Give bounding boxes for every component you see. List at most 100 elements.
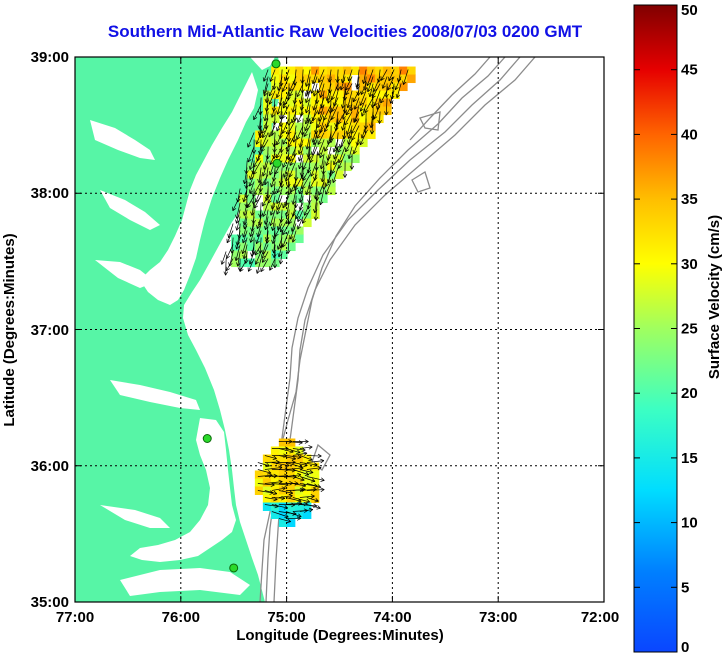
velocity-arrow-head: [292, 456, 296, 460]
colorbar-tick-label: 25: [681, 321, 698, 338]
velocity-arrow: [305, 111, 311, 125]
velocity-cell: [286, 502, 296, 511]
velocity-cell: [255, 170, 264, 180]
velocity-cell: [399, 66, 408, 76]
velocity-arrow-head: [317, 90, 322, 94]
velocity-cell: [343, 138, 352, 148]
velocity-arrow-head: [268, 200, 272, 204]
velocity-arrow-head: [258, 249, 261, 254]
velocity-arrow-head: [264, 196, 267, 201]
velocity-arrow: [271, 487, 286, 491]
velocity-arrow: [249, 174, 255, 187]
velocity-arrow-head: [298, 164, 300, 170]
velocity-cell: [303, 98, 312, 108]
station-marker: [202, 434, 212, 443]
velocity-arrow-head: [292, 81, 295, 86]
velocity-arrow-head: [311, 90, 315, 94]
velocity-arrow: [296, 83, 304, 97]
velocity-arrow-head: [325, 123, 327, 129]
velocity-arrow: [282, 230, 290, 248]
velocity-arrow: [301, 97, 304, 111]
velocity-arrow: [348, 125, 353, 139]
velocity-arrow-head: [279, 218, 282, 223]
velocity-cell: [254, 478, 264, 487]
velocity-arrow: [363, 69, 367, 84]
velocity-arrow-head: [325, 162, 330, 166]
delaware-bay: [250, 57, 275, 70]
velocity-arrow: [282, 76, 290, 92]
velocity-arrow: [360, 97, 367, 112]
velocity-arrow-head: [324, 148, 329, 152]
velocity-cell: [231, 234, 240, 244]
velocity-arrow: [271, 462, 290, 467]
velocity-cell: [279, 146, 288, 156]
velocity-arrow-head: [282, 232, 287, 236]
colorbar-tick-label: 5: [681, 579, 689, 596]
velocity-cell: [286, 486, 296, 495]
velocity-arrow: [306, 181, 311, 195]
velocity-arrow: [271, 497, 285, 499]
velocity-arrow: [299, 153, 304, 170]
velocity-arrow: [278, 490, 293, 494]
velocity-arrow-head: [245, 260, 249, 264]
velocity-arrow-head: [293, 204, 297, 209]
velocity-arrow: [272, 216, 276, 231]
velocity-cell: [327, 138, 336, 148]
velocity-arrow-head: [297, 150, 300, 155]
velocity-arrow-head: [351, 137, 356, 141]
velocity-arrow-head: [261, 130, 266, 134]
velocity-cell: [247, 178, 256, 188]
velocity-arrow: [258, 167, 262, 183]
velocity-arrow-head: [270, 183, 272, 188]
velocity-arrow: [298, 146, 304, 162]
velocity-arrow-head: [273, 499, 278, 502]
velocity-arrow-head: [256, 224, 258, 229]
velocity-arrow: [285, 511, 302, 518]
velocity-arrow-head: [390, 100, 394, 104]
velocity-arrow-head: [262, 77, 265, 82]
velocity-arrow-head: [293, 138, 297, 143]
velocity-cell: [319, 106, 328, 116]
velocity-arrow-head: [271, 249, 274, 254]
velocity-arrow-head: [301, 485, 306, 488]
y-tick-label: 38:00: [31, 185, 69, 202]
velocity-cell: [295, 138, 304, 148]
velocity-arrow-head: [276, 110, 278, 115]
velocity-arrow: [318, 181, 325, 196]
velocity-cell: [287, 74, 296, 84]
velocity-arrow: [261, 118, 269, 134]
velocity-arrow-head: [309, 159, 314, 163]
velocity-arrow-head: [257, 178, 260, 183]
velocity-arrow-head: [344, 122, 349, 126]
velocity-arrow: [264, 481, 283, 484]
velocity-arrow-head: [264, 107, 267, 112]
velocity-arrow: [261, 244, 269, 259]
velocity-arrow: [242, 230, 248, 244]
velocity-arrow-head: [291, 460, 296, 463]
velocity-arrow: [333, 146, 339, 160]
velocity-arrow-head: [327, 78, 330, 83]
velocity-arrow-head: [312, 92, 315, 97]
velocity-arrow-head: [270, 113, 273, 118]
velocity-arrow-head: [337, 86, 341, 91]
velocity-arrow-head: [275, 199, 278, 204]
velocity-cell: [303, 178, 312, 188]
velocity-arrow: [263, 83, 269, 97]
velocity-arrow: [251, 202, 255, 216]
velocity-arrow-head: [320, 178, 323, 183]
velocity-cell: [327, 90, 336, 100]
velocity-cell: [270, 446, 280, 455]
velocity-arrow: [299, 188, 304, 203]
velocity-arrow-head: [363, 129, 366, 134]
velocity-arrow-head: [283, 174, 288, 178]
neuse-river: [120, 568, 250, 596]
velocity-cell: [343, 122, 352, 132]
velocity-arrow: [324, 139, 332, 152]
velocity-arrow-head: [297, 501, 302, 504]
velocity-cell: [287, 138, 296, 148]
velocity-arrow: [245, 174, 248, 189]
velocity-arrow-head: [276, 155, 280, 159]
velocity-arrow: [236, 209, 241, 224]
velocity-arrow-head: [276, 94, 280, 98]
velocity-arrow-head: [323, 170, 326, 175]
